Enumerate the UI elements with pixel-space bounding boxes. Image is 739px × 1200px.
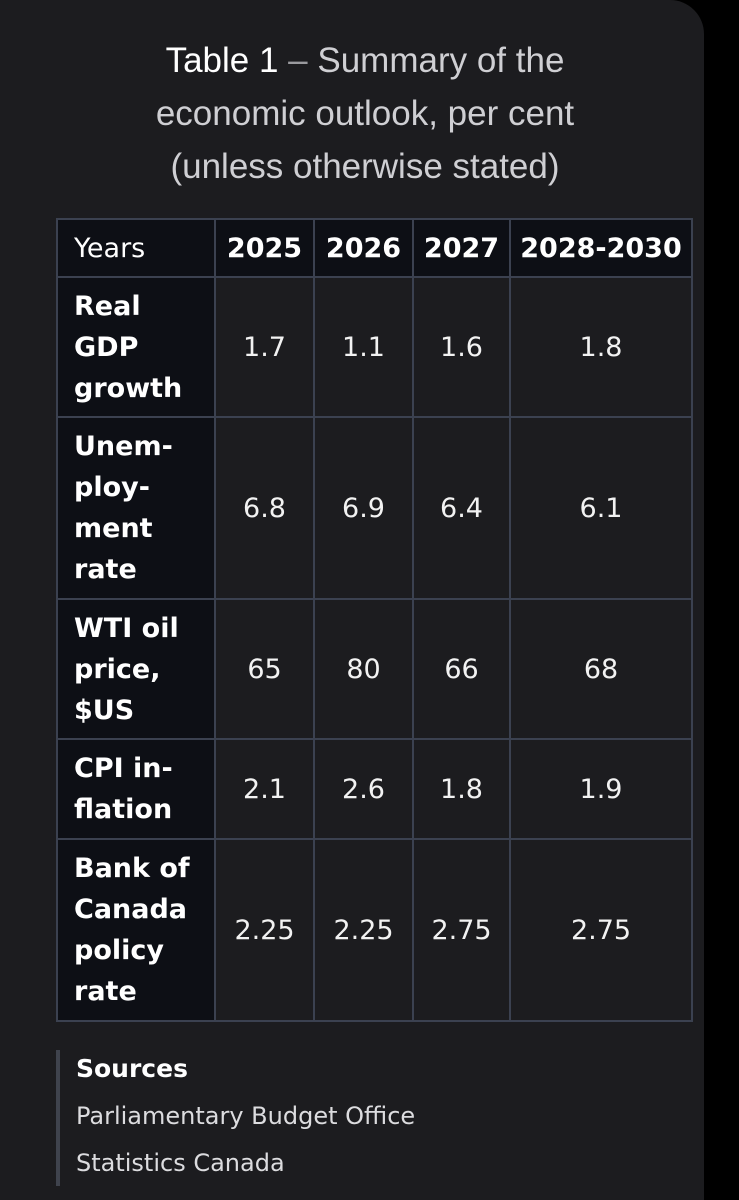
- header-cell-years: Years: [56, 218, 216, 278]
- row-label-text: Unem-ploy-ment rate: [74, 431, 173, 585]
- header-cell-2026: 2026: [313, 218, 414, 278]
- table-cell: 6.4: [412, 416, 511, 600]
- title-line-2: economic outlook, per cent: [155, 94, 575, 133]
- title-label: Table 1: [165, 41, 279, 80]
- table-card: Table 1 – Summary of the economic outloo…: [0, 0, 704, 1200]
- table-cell: 6.1: [509, 416, 693, 600]
- table-cell: 2.25: [214, 838, 315, 1022]
- title-dash: –: [278, 41, 318, 80]
- table-cell: 6.8: [214, 416, 315, 600]
- header-cell-2028-2030: 2028-2030: [509, 218, 693, 278]
- table-cell: 65: [214, 598, 315, 740]
- title-line-3: (unless otherwise stated): [170, 147, 560, 186]
- row-label: Unem-ploy-ment rate: [56, 416, 216, 600]
- table-cell: 80: [313, 598, 414, 740]
- table-row-unemployment-rate: Unem-ploy-ment rate 6.8 6.9 6.4 6.1: [56, 416, 693, 600]
- table-header-row: Years 2025 2026 2027 2028-2030: [56, 218, 693, 278]
- economic-outlook-table: Years 2025 2026 2027 2028-2030 Real GDP …: [56, 218, 693, 1022]
- row-label-text: Bank of Canada policy rate: [74, 853, 190, 1007]
- table-title: Table 1 – Summary of the economic outloo…: [0, 34, 704, 193]
- table-cell: 2.75: [509, 838, 693, 1022]
- table-cell: 2.6: [313, 738, 414, 840]
- table-cell: 1.8: [412, 738, 511, 840]
- table-cell: 6.9: [313, 416, 414, 600]
- table-row-wti-oil-price: WTI oil price, $US 65 80 66 68: [56, 598, 693, 740]
- table-cell: 1.7: [214, 276, 315, 418]
- row-label: Bank of Canada policy rate: [56, 838, 216, 1022]
- table-cell: 68: [509, 598, 693, 740]
- title-line-1: Table 1 – Summary of the: [0, 34, 704, 87]
- table-cell: 1.6: [412, 276, 511, 418]
- table-cell: 1.8: [509, 276, 693, 418]
- table-row-bank-of-canada-policy-rate: Bank of Canada policy rate 2.25 2.25 2.7…: [56, 838, 693, 1022]
- row-label-text: CPI in-flation: [74, 753, 173, 825]
- table-row-cpi-inflation: CPI in-flation 2.1 2.6 1.8 1.9: [56, 738, 693, 840]
- table-cell: 1.1: [313, 276, 414, 418]
- source-item: Parliamentary Budget Office: [76, 1102, 416, 1130]
- sources-heading: Sources: [76, 1054, 188, 1083]
- table-cell: 2.75: [412, 838, 511, 1022]
- table-cell: 2.1: [214, 738, 315, 840]
- table-row-real-gdp-growth: Real GDP growth 1.7 1.1 1.6 1.8: [56, 276, 693, 418]
- row-label: WTI oil price, $US: [56, 598, 216, 740]
- row-label: CPI in-flation: [56, 738, 216, 840]
- table-cell: 1.9: [509, 738, 693, 840]
- table-cell: 66: [412, 598, 511, 740]
- row-label-text: WTI oil price, $US: [74, 612, 179, 726]
- table-cell: 2.25: [313, 838, 414, 1022]
- row-label: Real GDP growth: [56, 276, 216, 418]
- sources-block: Sources Parliamentary Budget Office Stat…: [56, 1050, 480, 1186]
- title-line-1-rest: Summary of the: [317, 41, 565, 80]
- header-cell-2025: 2025: [214, 218, 315, 278]
- source-item: Statistics Canada: [76, 1149, 285, 1177]
- row-label-text: Real GDP growth: [74, 290, 183, 404]
- header-cell-2027: 2027: [412, 218, 511, 278]
